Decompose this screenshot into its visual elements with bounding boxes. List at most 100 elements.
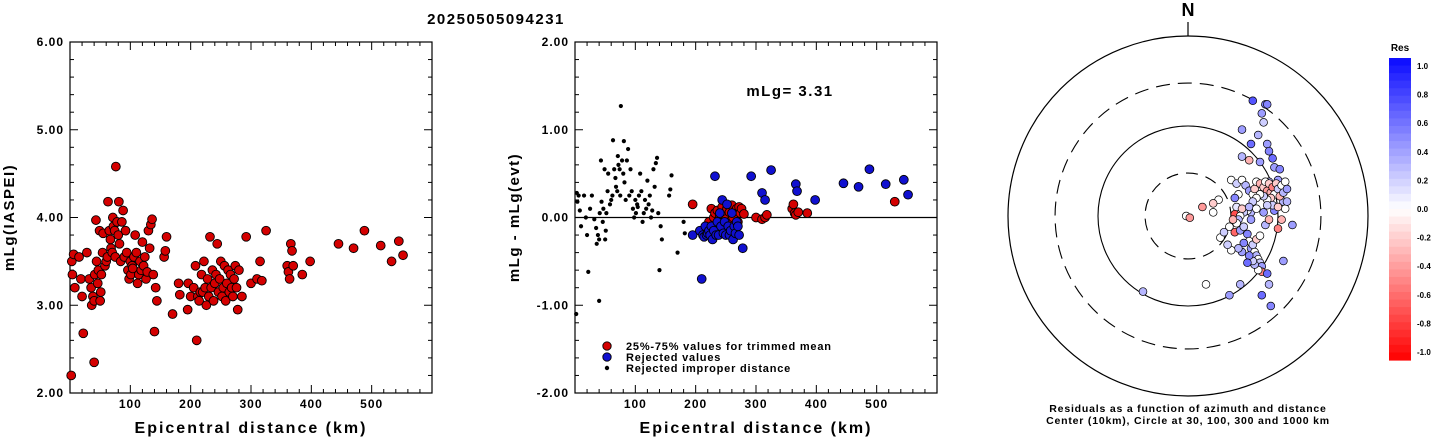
improper-distance-point [681,219,686,224]
improper-distance-point [625,146,631,152]
residual-point [1262,100,1272,109]
improper-distance-point [668,187,673,192]
residual-point [1268,154,1277,163]
legend-label: 25%-75% values for trimmed mean [626,341,832,353]
trimmed-mean-point [788,199,799,210]
residual-point [1138,287,1148,296]
data-point [201,300,212,311]
data-point [182,304,193,315]
left-chart: 100 200 300 400 500 2.00 3.00 4.00 5.00 6.00 Epice… [1,35,433,437]
residual-point [1228,215,1238,224]
data-point [114,196,124,207]
colorbar-segment [1389,246,1411,255]
residual-point [1237,152,1247,161]
improper-distance-point [618,193,623,198]
data-point [78,328,89,339]
residual-point [1248,96,1258,106]
improper-distance-point [650,208,655,213]
data-point [132,278,143,289]
colorbar-tick-label: 0.4 [1417,148,1429,157]
data-point [205,231,215,242]
improper-distance-point [651,167,656,172]
colorbar-segment [1389,58,1411,67]
data-point [111,161,121,172]
data-point [92,278,103,289]
data-point [147,214,157,225]
improper-distance-point [645,178,650,183]
x-tick-label: 500 [865,397,888,411]
colorbar-tick-label: 0.2 [1417,176,1429,185]
improper-distance-point [589,193,594,198]
rejected-point [714,208,725,218]
colorbar-tick-label: 1.0 [1417,62,1429,71]
colorbar-segment [1389,314,1411,323]
colorbar-segment [1389,178,1411,187]
improper-distance-point [619,158,625,163]
y-tick-label: 4.00 [37,211,64,225]
improper-distance-point [624,158,629,163]
data-point [234,265,244,276]
residual-point [1246,215,1256,224]
x-tick-label: 500 [360,397,383,411]
rejected-point [853,181,864,192]
residual-point [1257,290,1267,300]
improper-distance-point [607,202,613,207]
improper-distance-point [605,189,610,194]
colorbar-segment [1389,352,1411,361]
improper-distance-point [622,180,627,185]
data-point [149,326,160,337]
improper-distance-point [613,175,618,181]
colorbar-tick-label: -1.0 [1417,348,1431,357]
data-point [118,205,128,216]
residual-point [1219,227,1229,237]
residual-point [1208,208,1218,217]
data-point [188,282,199,293]
legend-label: Rejected values [626,352,721,364]
rejected-point [810,195,820,205]
improper-distance-point [642,197,648,203]
residual-point [1273,202,1283,212]
colorbar-segment [1389,163,1411,172]
colorbar-tick-label: -0.4 [1417,262,1431,271]
data-point [241,231,252,242]
data-point [212,238,223,249]
colorbar-segment [1389,261,1411,270]
rejected-point [746,171,757,182]
improper-distance-point [599,199,604,204]
north-label: N [1182,0,1195,20]
improper-distance-point [648,215,654,220]
data-point [74,252,84,262]
data-point [202,274,213,284]
colorbar-segment [1389,186,1411,195]
colorbar-title: Res [1391,43,1410,54]
colorbar-segment [1389,231,1411,240]
data-point [191,335,202,346]
x-tick-label: 400 [300,397,323,411]
residual-point [1255,231,1265,241]
rejected-point [687,230,698,240]
colorbar-segment [1389,344,1411,354]
data-point [375,240,386,251]
colorbar-segment [1389,141,1411,150]
legend-marker [604,365,610,371]
improper-distance-point [639,189,644,194]
improper-distance-point [629,189,634,194]
rejected-point [710,171,720,182]
improper-distance-point [667,193,672,198]
trimmed-mean-point [739,209,749,219]
data-point [255,256,265,267]
rejected-point [903,189,913,200]
polar-chart: N Residuals as a function of azimuth and … [1007,0,1369,427]
middle-chart: 100 200 300 400 500 -2.00 -1.00 0.00 1.00 2.00 Epi… [506,35,938,437]
improper-distance-point [621,171,626,176]
data-point [139,252,150,262]
residual-point [1244,202,1254,212]
colorbar-segment [1389,103,1411,112]
data-point [288,260,299,271]
legend-marker [602,341,612,351]
rejected-point [734,230,744,240]
colorbar-segment [1389,216,1411,225]
residual-point [1239,238,1249,248]
improper-distance-point [675,250,680,255]
data-point [297,269,308,280]
